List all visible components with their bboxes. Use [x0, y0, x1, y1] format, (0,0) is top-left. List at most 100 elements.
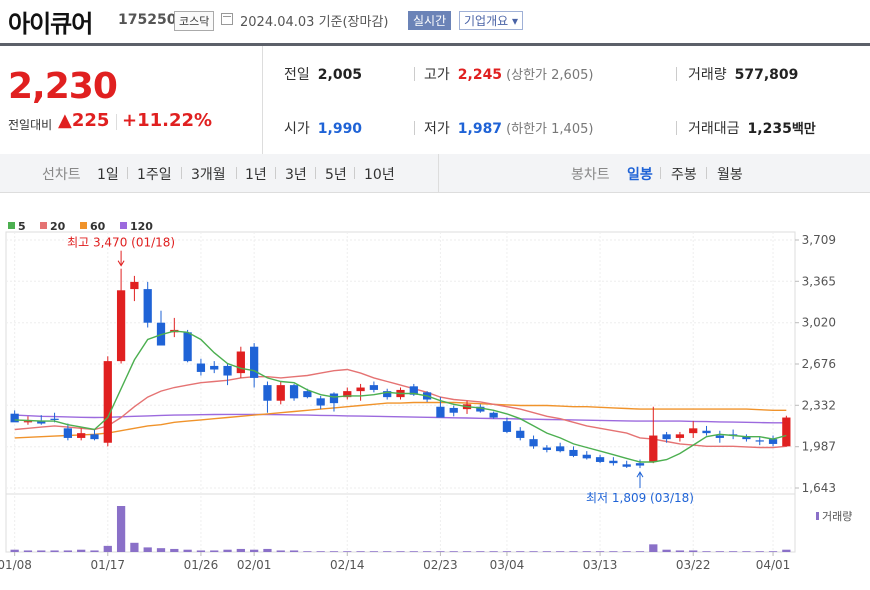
toolbar-separator: [660, 167, 661, 179]
realtime-button[interactable]: 실시간: [408, 11, 452, 30]
candle-body: [369, 385, 379, 390]
stat-sub: (하한가 1,405): [506, 122, 594, 137]
volume-bar: [77, 549, 86, 552]
candle-body: [103, 361, 112, 443]
period-1w[interactable]: 1주일: [137, 167, 172, 183]
candle-body: [10, 413, 19, 423]
stat-prev-close: 전일 2,005: [284, 64, 362, 84]
corp-info-dropdown[interactable]: 기업개요 ▾: [459, 11, 523, 30]
stat-volume: 거래량 577,809: [688, 64, 798, 84]
period-1y[interactable]: 1년: [245, 167, 267, 183]
volume-bar: [422, 551, 432, 552]
volume-bar: [10, 549, 19, 552]
volume-bar: [356, 551, 365, 552]
volume-bar: [383, 551, 392, 552]
candle-body: [449, 407, 458, 413]
candle-body: [662, 434, 671, 440]
period-1d[interactable]: 1일: [97, 167, 119, 183]
x-tick-label: 01/17: [90, 558, 125, 572]
volume-bar: [250, 549, 259, 552]
header-divider: [0, 43, 870, 46]
volume-bar: [130, 542, 139, 552]
y-tick-label: 3,709: [802, 233, 836, 247]
legend-label: 120: [130, 220, 153, 233]
chart-toolbar: 선차트 1일 1주일 3개월 1년 3년 5년 10년 봉차트 일봉 주봉 월봉: [0, 154, 870, 193]
line-chart-label: 선차트: [42, 167, 81, 183]
toolbar-separator: [127, 167, 128, 179]
period-weekly[interactable]: 주봉: [671, 167, 697, 183]
candle-body: [90, 434, 99, 440]
volume-bar: [343, 551, 352, 552]
volume-bar: [529, 551, 538, 552]
change-value: ▲225: [58, 110, 110, 131]
volume-bar: [729, 551, 738, 552]
change-percent: +11.22%: [122, 110, 213, 131]
ma20-line: [14, 368, 787, 449]
volume-legend-label: 거래량: [822, 510, 852, 523]
volume-bar: [90, 550, 99, 552]
legend-label: 20: [50, 220, 66, 233]
volume-bar: [143, 547, 152, 552]
period-10y[interactable]: 10년: [364, 167, 395, 183]
volume-bar: [542, 551, 551, 552]
period-daily[interactable]: 일봉: [627, 167, 653, 183]
volume-bar: [183, 549, 192, 552]
low-annotation: 최저 1,809 (03/18): [586, 491, 694, 505]
period-5y[interactable]: 5년: [325, 167, 347, 183]
stat-label: 고가: [424, 67, 450, 83]
calendar-icon: [221, 13, 233, 25]
volume-bar: [462, 551, 472, 552]
legend-swatch: [8, 222, 15, 229]
candle-body: [689, 428, 698, 434]
toolbar-separator: [315, 167, 316, 179]
stock-code: 175250: [118, 12, 177, 28]
stat-unit: 백만: [791, 122, 816, 137]
volume-legend-swatch: [816, 512, 819, 520]
volume-bar: [489, 551, 498, 552]
x-tick-label: 04/01: [756, 558, 791, 572]
candle-body: [263, 385, 272, 401]
candle-body: [23, 421, 33, 423]
period-3m[interactable]: 3개월: [191, 167, 226, 183]
period-3y[interactable]: 3년: [285, 167, 307, 183]
candle-body: [63, 428, 72, 438]
candle-body: [702, 430, 711, 434]
high-arrow-head: [117, 260, 125, 267]
y-tick-label: 3,365: [802, 274, 836, 288]
candle-body: [768, 439, 778, 444]
volume-bar: [223, 549, 232, 552]
candle-body: [236, 351, 245, 374]
stat-value: 2,245: [457, 67, 503, 83]
candle-body: [715, 435, 724, 438]
legend-swatch: [40, 222, 47, 229]
stat-value: 2,005: [317, 67, 363, 83]
legend-label: 5: [18, 220, 26, 233]
volume-bar: [369, 551, 379, 552]
stat-label: 거래량: [688, 67, 727, 83]
volume-bar: [702, 551, 711, 552]
candle-body: [77, 433, 86, 438]
period-monthly[interactable]: 월봉: [717, 167, 743, 183]
candle-body: [502, 421, 512, 432]
candle-body: [755, 440, 764, 442]
candle-body: [622, 464, 631, 467]
x-tick-label: 02/01: [237, 558, 272, 572]
candle-body: [582, 454, 591, 459]
toolbar-separator: [236, 167, 237, 179]
legend-label: 60: [90, 220, 106, 233]
ma60-line: [14, 401, 787, 439]
legend-swatch: [120, 222, 127, 229]
volume-bar: [662, 549, 671, 552]
candle-body: [50, 418, 59, 420]
volume-bar: [476, 551, 485, 552]
candle-body: [635, 463, 645, 466]
candle-body: [649, 435, 658, 462]
stat-separator: [414, 67, 415, 81]
candle-body: [609, 460, 618, 464]
volume-bar: [276, 550, 285, 552]
change-separator: [116, 114, 117, 130]
candle-body: [595, 457, 605, 462]
stat-label: 전일: [284, 67, 310, 83]
candle-body: [409, 386, 418, 395]
